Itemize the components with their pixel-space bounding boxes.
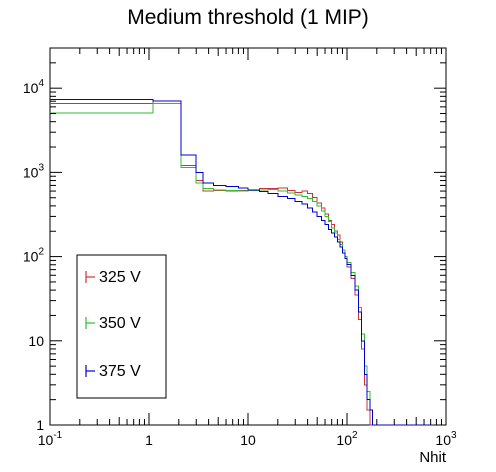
legend-box	[76, 254, 167, 399]
legend-label: 325 V	[99, 269, 141, 286]
y-tick-label: 102	[23, 247, 45, 265]
x-tick-label: 1	[145, 432, 153, 448]
histogram-series-group	[50, 99, 446, 426]
y-tick-label: 103	[23, 162, 45, 180]
x-tick-label: 10-1	[38, 430, 63, 448]
x-tick-label: 103	[435, 430, 457, 448]
y-tick-label: 104	[23, 78, 45, 96]
y-tick-label: 10	[28, 333, 44, 349]
legend: 325 V 350 V 375 V	[76, 254, 167, 399]
x-tick-label: 10	[240, 432, 256, 448]
legend-label: 375 V	[99, 363, 141, 380]
series-line-375-v	[50, 99, 446, 426]
legend-entries: 325 V 350 V 375 V	[85, 269, 141, 380]
x-tick-label: 102	[336, 430, 358, 448]
x-axis-label: Nhit	[419, 449, 447, 466]
series-line-350-v	[50, 102, 446, 426]
chart-title: Medium threshold (1 MIP)	[127, 6, 369, 29]
y-tick-label: 1	[36, 417, 44, 433]
legend-label: 350 V	[99, 315, 141, 332]
